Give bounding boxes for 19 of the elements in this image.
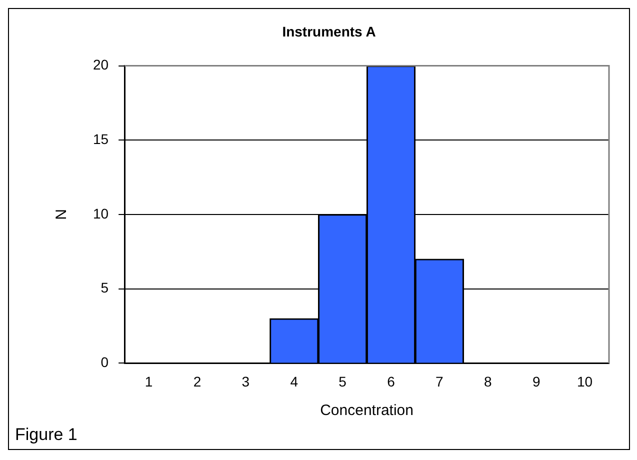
x-tick-label: 2 — [193, 373, 202, 390]
x-tick-label: 1 — [144, 373, 153, 390]
x-tick-label: 4 — [290, 373, 298, 390]
y-tick-label: 0 — [100, 354, 109, 370]
x-tick-label: 8 — [484, 373, 492, 390]
x-tick-label: 5 — [338, 373, 347, 390]
chart-title: Instruments A — [282, 23, 376, 40]
x-tick-label: 3 — [242, 373, 250, 390]
x-tick-label: 7 — [436, 373, 444, 390]
x-tick-label: 10 — [576, 373, 593, 390]
y-tick-label: 15 — [92, 131, 109, 148]
caption: Figure 1 — [15, 425, 78, 445]
y-tick-label: 10 — [92, 205, 109, 222]
y-axis-title: N — [53, 209, 70, 220]
y-tick-label: 5 — [100, 280, 109, 296]
x-axis-title: Concentration — [320, 402, 414, 420]
x-tick-label: 6 — [387, 373, 396, 390]
y-tick-label: 20 — [92, 56, 109, 73]
x-tick-label: 9 — [532, 373, 540, 390]
